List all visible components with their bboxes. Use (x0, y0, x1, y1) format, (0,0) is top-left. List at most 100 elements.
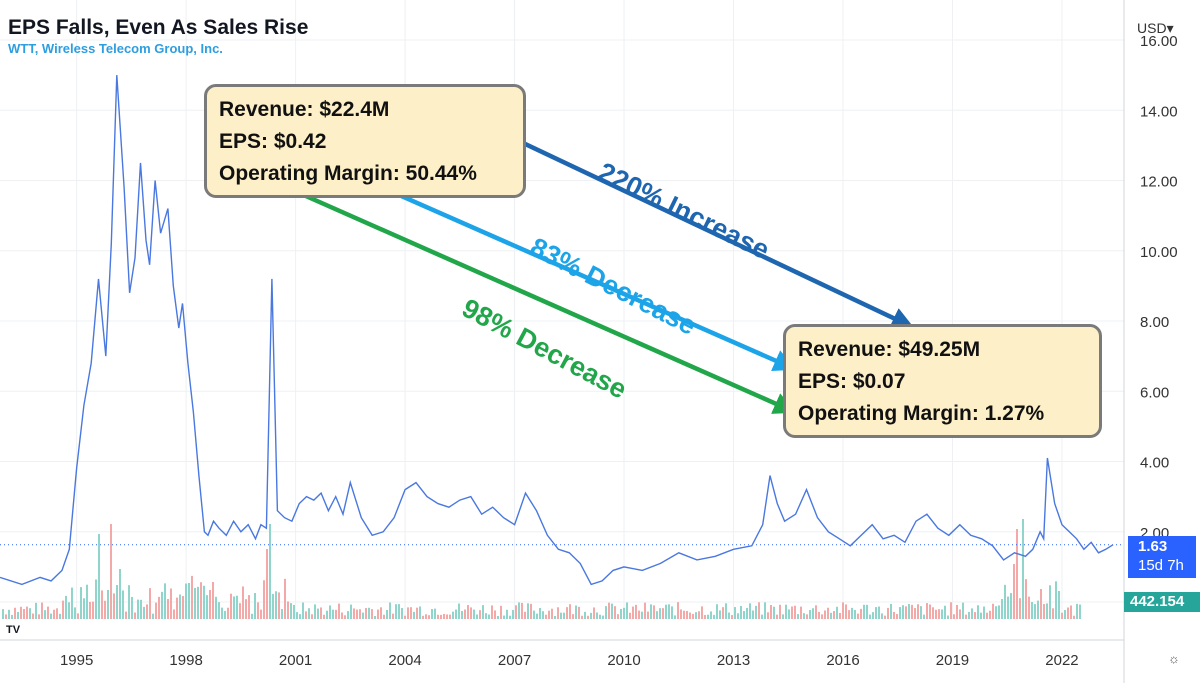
info-box-end: Revenue: $49.25M EPS: $0.07 Operating Ma… (783, 324, 1102, 438)
volume-bar (344, 615, 346, 619)
x-tick-label: 2016 (826, 652, 859, 669)
volume-bar (908, 604, 910, 619)
info-box-start: Revenue: $22.4M EPS: $0.42 Operating Mar… (204, 84, 526, 198)
volume-bar (464, 609, 466, 619)
volume-bar (188, 582, 190, 619)
volume-bar (761, 614, 763, 619)
volume-bar (608, 602, 610, 619)
volume-bar (644, 602, 646, 619)
volume-bar (617, 614, 619, 619)
volume-bar (137, 599, 139, 619)
volume-bar (656, 611, 658, 619)
volume-bar (980, 612, 982, 619)
volume-bar (494, 610, 496, 619)
volume-bar (581, 615, 583, 619)
bar-countdown: 15d 7h (1138, 557, 1184, 574)
volume-bar (716, 604, 718, 619)
volume-bar (743, 611, 745, 619)
volume-bar (221, 607, 223, 619)
tradingview-logo-icon[interactable]: TV (6, 624, 21, 636)
volume-bar (353, 608, 355, 619)
volume-bar (524, 611, 526, 619)
volume-bar (455, 609, 457, 619)
volume-bar (251, 613, 253, 619)
volume-bar (875, 607, 877, 619)
volume-bar (959, 609, 961, 619)
volume-bar (491, 605, 493, 619)
volume-bar (182, 595, 184, 619)
volume-bar (95, 579, 97, 619)
volume-bar (104, 600, 106, 619)
volume-bar (896, 614, 898, 619)
volume-bar (596, 612, 598, 619)
volume-bar (578, 606, 580, 619)
volume-bar (365, 608, 367, 619)
volume-bar (113, 593, 115, 619)
volume-bar (1040, 589, 1042, 619)
last-price-value: 1.63 (1138, 538, 1168, 555)
volume-bar (332, 609, 334, 619)
margin-end: Operating Margin: 1.27% (798, 402, 1045, 425)
volume-bar (851, 607, 853, 619)
volume-bar (968, 611, 970, 619)
volume-bar (947, 615, 949, 619)
volume-bar (161, 591, 163, 619)
volume-bar (437, 614, 439, 619)
volume-bar (695, 612, 697, 619)
currency-label[interactable]: USD▾ (1137, 20, 1174, 36)
volume-bar (320, 607, 322, 619)
volume-bar (956, 604, 958, 619)
volume-bar (59, 613, 61, 619)
x-tick-label: 2010 (607, 652, 640, 669)
gear-icon[interactable]: ☼ (1168, 651, 1180, 666)
volume-bar (233, 596, 235, 619)
volume-bar (227, 607, 229, 619)
volume-bar (998, 605, 1000, 619)
volume-bar (833, 611, 835, 619)
volume-bar (497, 615, 499, 619)
volume-bar (638, 610, 640, 619)
volume-bar (1013, 564, 1015, 619)
volume-bar (869, 614, 871, 619)
volume-bar (932, 607, 934, 619)
volume-bar (1043, 604, 1045, 619)
volume-bar (425, 614, 427, 619)
volume-bar (326, 610, 328, 619)
volume-bar (461, 610, 463, 619)
volume-bar (362, 612, 364, 619)
volume-bar (572, 614, 574, 619)
volume-bar (635, 604, 637, 619)
volume-bar (584, 611, 586, 619)
eps-end: EPS: $0.07 (798, 370, 906, 393)
volume-bar (371, 609, 373, 619)
volume-bar (317, 608, 319, 619)
volume-bar (500, 605, 502, 619)
volume-bar (356, 609, 358, 619)
volume-bar (746, 607, 748, 619)
volume-bar (35, 602, 37, 619)
volume-bar (518, 602, 520, 619)
volume-bar (539, 607, 541, 619)
volume-bar (155, 602, 157, 619)
volume-bar (209, 589, 211, 619)
volume-bar (836, 606, 838, 619)
volume-bar (917, 604, 919, 619)
volume-bar (236, 595, 238, 619)
volume-bar (992, 603, 994, 619)
volume-bar (893, 611, 895, 619)
volume-bar (914, 608, 916, 619)
volume-bars (2, 519, 1081, 619)
volume-bar (176, 597, 178, 619)
chart-subtitle: WTT, Wireless Telecom Group, Inc. (8, 41, 223, 56)
volume-bar (794, 605, 796, 619)
volume-bar (416, 607, 418, 619)
volume-bar (803, 613, 805, 619)
volume-bar (1067, 607, 1069, 619)
volume-bar (11, 614, 13, 619)
volume-bar (962, 602, 964, 619)
volume-bar (386, 609, 388, 619)
x-tick-label: 2013 (717, 652, 750, 669)
volume-bar (1004, 584, 1006, 619)
volume-bar (641, 611, 643, 619)
volume-bar (866, 604, 868, 619)
